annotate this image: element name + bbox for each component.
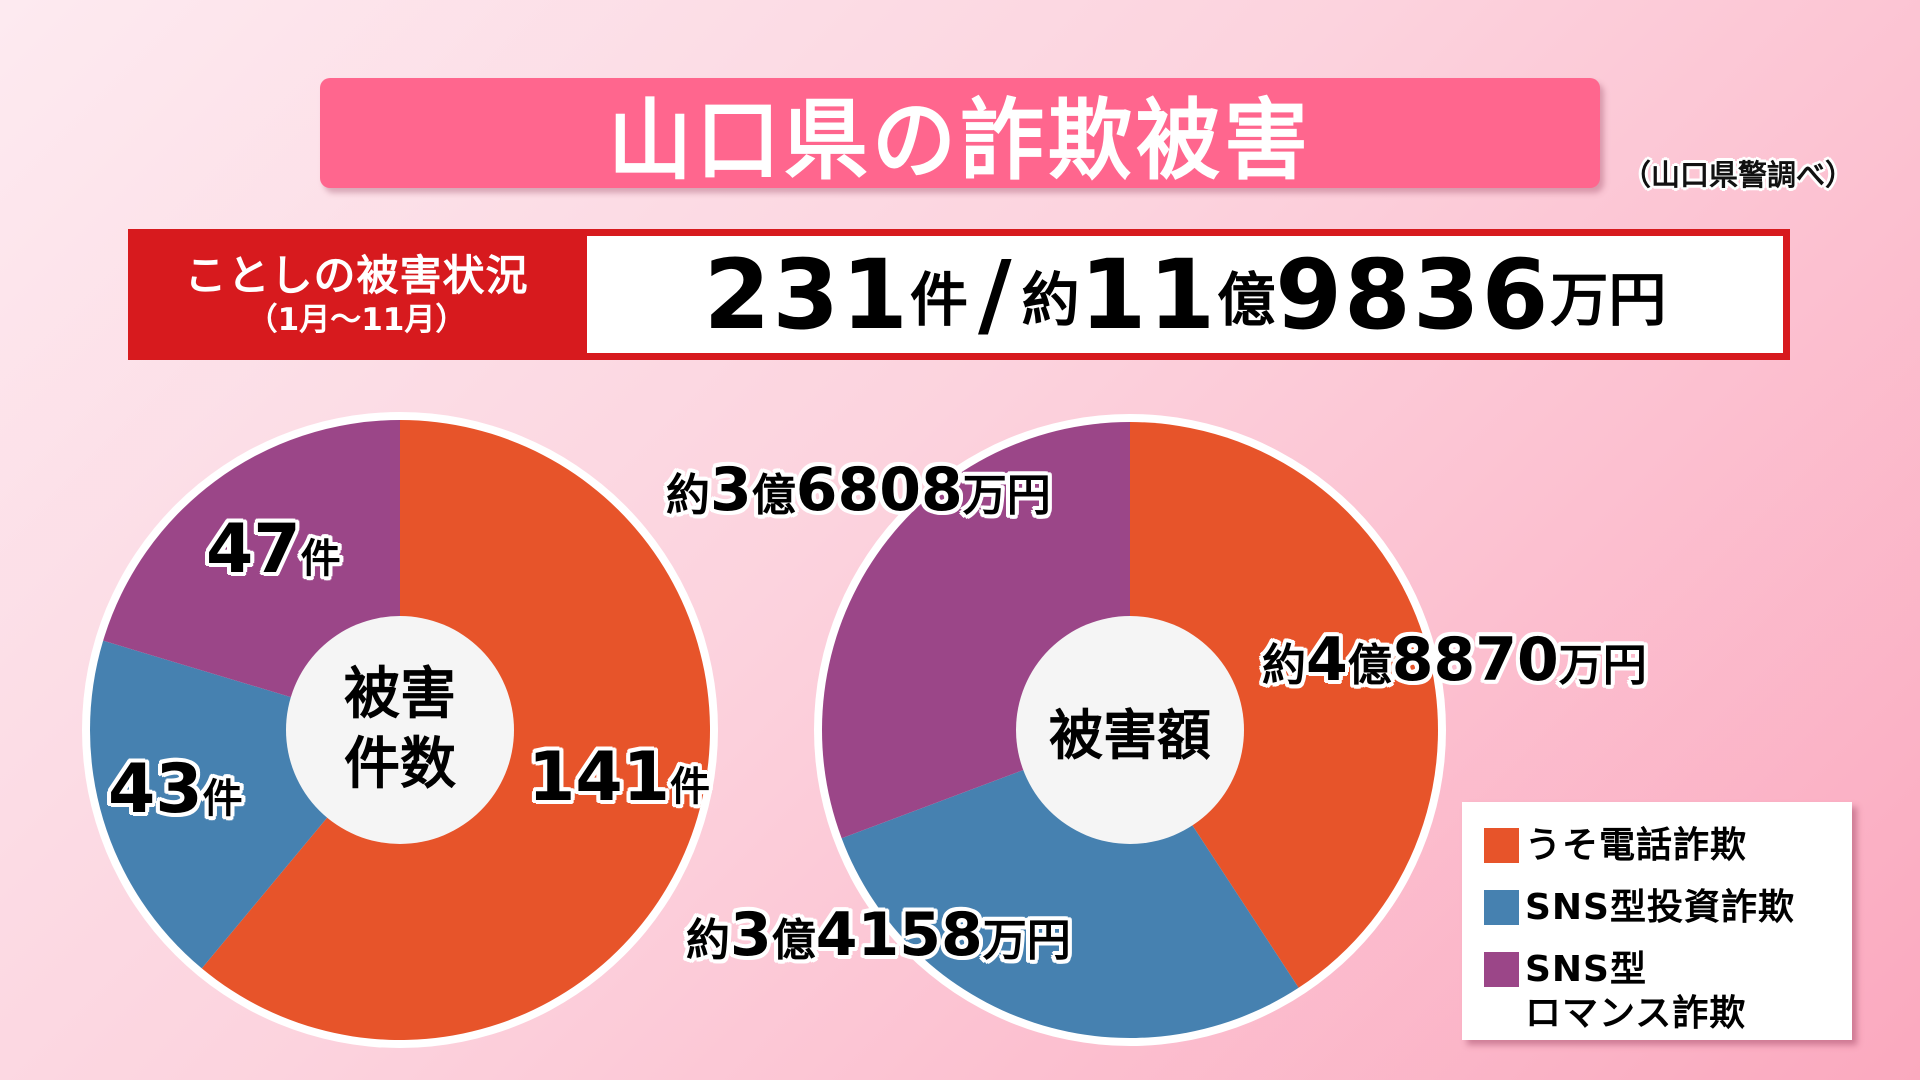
label-amount-sns-romance: 約3億6808万円: [666, 455, 1051, 525]
center-line2: 件数: [344, 732, 456, 797]
legend-label: SNS型 ロマンス詐欺: [1525, 949, 1747, 1034]
legend-item-phone-fraud: うそ電話詐欺: [1484, 824, 1747, 868]
amount-pie-svg: [814, 414, 1446, 1046]
summary-label-title: ことしの被害状況: [184, 250, 529, 300]
count-pie-svg: [82, 412, 718, 1048]
title-banner: 山口県の詐欺被害: [320, 78, 1600, 191]
donut-hole: [1016, 616, 1244, 844]
chart-legend: うそ電話詐欺 SNS型投資詐欺 SNS型 ロマンス詐欺: [1462, 802, 1852, 1040]
pie-slice-phone-fraud: [1130, 422, 1438, 988]
separator: /: [977, 241, 1012, 348]
legend-label: うそ電話詐欺: [1525, 825, 1748, 866]
summary-banner: ことしの被害状況 （1月～11月） 231 件 / 約 11 億 9836 万円: [128, 229, 1790, 360]
donut-hole: [286, 616, 514, 844]
center-text: 被害額: [1049, 703, 1211, 767]
count-pie-chart: 被害 件数: [80, 410, 720, 1050]
summary-label-period: （1月～11月）: [246, 301, 467, 338]
legend-swatch-purple: [1484, 952, 1519, 987]
label-amount-phone-fraud: 約4億8870万円: [1262, 625, 1647, 695]
center-line1: 被害: [344, 662, 456, 727]
total-count: 231: [703, 238, 910, 351]
legend-swatch-blue: [1484, 890, 1519, 925]
pie-slice-sns-investment: [841, 730, 1299, 1038]
legend-item-sns-romance: SNS型 ロマンス詐欺: [1484, 948, 1746, 1036]
total-count-unit: 件: [909, 265, 968, 334]
legend-label: SNS型投資詐欺: [1525, 887, 1795, 928]
label-count-sns-investment: 43件: [108, 750, 243, 829]
count-pie-center-label: 被害 件数: [286, 616, 514, 844]
summary-label: ことしの被害状況 （1月～11月）: [128, 229, 585, 360]
label-count-sns-romance: 47件: [206, 510, 341, 589]
page-title: 山口県の詐欺被害: [607, 88, 1312, 192]
total-amount-oku: 11: [1079, 238, 1218, 351]
amount-pie-center-label: 被害額: [1016, 616, 1244, 844]
amount-prefix: 約: [1021, 265, 1080, 334]
summary-value: 231 件 / 約 11 億 9836 万円: [587, 236, 1783, 353]
total-amount-man-unit: 万円: [1550, 265, 1667, 334]
total-amount-man: 9836: [1275, 238, 1551, 351]
label-count-phone-fraud: 141件: [528, 738, 710, 817]
amount-pie-chart: 被害額: [810, 410, 1450, 1050]
label-amount-sns-investment: 約3億4158万円: [686, 900, 1071, 970]
legend-swatch-orange: [1484, 828, 1519, 863]
legend-item-sns-investment: SNS型投資詐欺: [1484, 886, 1795, 930]
total-amount-oku-unit: 億: [1217, 265, 1276, 334]
source-note: （山口県警調べ）: [1622, 158, 1855, 192]
